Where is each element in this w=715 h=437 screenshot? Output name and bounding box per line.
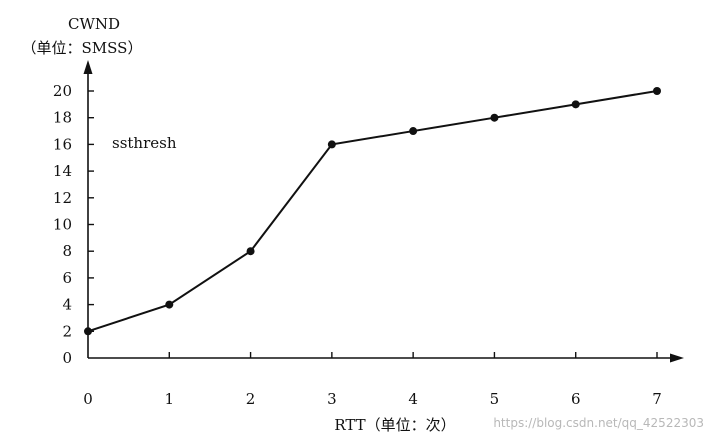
data-point-7 (653, 87, 661, 95)
watermark-text: https://blog.csdn.net/qq_42522303 (493, 416, 704, 430)
x-tick-label-3: 3 (327, 390, 337, 408)
x-axis-arrow (670, 353, 684, 363)
x-tick-label-4: 4 (408, 390, 418, 408)
series-line-0 (87, 90, 658, 333)
y-tick-label-4: 4 (62, 296, 72, 314)
data-point-0 (84, 327, 92, 336)
chart-points (84, 87, 661, 336)
y-tick-label-16: 16 (53, 135, 72, 153)
chart-axes (83, 60, 684, 363)
y-axis-title: CWND (68, 15, 120, 33)
x-tick-label-5: 5 (490, 390, 500, 408)
y-tick-label-12: 12 (53, 189, 72, 207)
x-tick-label-7: 7 (652, 390, 662, 408)
x-tick-label-1: 1 (165, 390, 175, 408)
data-point-2 (246, 247, 255, 256)
y-tick-label-2: 2 (62, 322, 72, 340)
y-tick-label-6: 6 (62, 269, 72, 287)
x-axis-title: RTT（单位：次） (334, 416, 455, 434)
y-tick-label-0: 0 (62, 349, 72, 367)
data-point-5 (490, 113, 499, 122)
data-point-1 (165, 300, 174, 309)
x-tick-label-6: 6 (571, 390, 581, 408)
y-tick-label-10: 10 (53, 216, 72, 234)
y-tick-label-8: 8 (62, 242, 72, 260)
y-tick-label-14: 14 (53, 162, 72, 180)
x-tick-label-2: 2 (246, 390, 256, 408)
y-axis-subtitle: （单位：SMSS） (22, 39, 143, 57)
chart-series (87, 90, 658, 333)
data-point-3 (327, 140, 336, 149)
ssthresh-label: ssthresh (112, 134, 177, 152)
x-tick-label-0: 0 (83, 390, 93, 408)
data-point-6 (571, 100, 580, 109)
y-tick-label-18: 18 (53, 109, 72, 127)
data-point-4 (409, 127, 418, 136)
y-axis-arrow (83, 60, 93, 74)
y-tick-label-20: 20 (53, 82, 72, 100)
